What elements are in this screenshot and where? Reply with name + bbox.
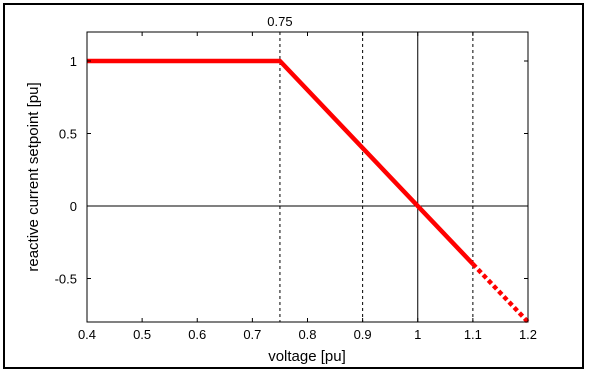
x-tick-label: 0.5 xyxy=(133,327,151,342)
top-annotation: 0.75 xyxy=(267,14,292,29)
figure-frame: 0.4 0.5 0.6 0.7 0.8 0.9 1 1.1 1.2 -0.5 0 0.5 1 0.75 … xyxy=(3,3,584,369)
x-tick-label: 0.8 xyxy=(298,327,316,342)
x-tick-label: 0.7 xyxy=(243,327,261,342)
x-tick-label: 0.4 xyxy=(78,327,96,342)
y-tick-label: 1 xyxy=(70,54,77,69)
x-tick-label: 0.9 xyxy=(354,327,372,342)
y-tick-label: 0.5 xyxy=(59,127,77,142)
reference-lines xyxy=(87,32,528,322)
chart: 0.4 0.5 0.6 0.7 0.8 0.9 1 1.1 1.2-0.500.51 0.75 … xyxy=(25,14,537,365)
plot-area xyxy=(87,32,528,322)
ticks: 0.4 0.5 0.6 0.7 0.8 0.9 1 1.1 1.2 -0.5 0 0.5 1 xyxy=(55,32,537,342)
x-tick-label: 1 xyxy=(414,327,421,342)
y-axis-label: reactive current setpoint [pu] xyxy=(25,82,42,271)
series-line-solid xyxy=(87,58,475,266)
x-tick-label: 1.1 xyxy=(464,327,482,342)
series-group xyxy=(87,58,530,324)
x-axis-label: voltage [pu] xyxy=(268,348,346,365)
x-tick-label: 0.6 xyxy=(188,327,206,342)
y-tick-label: -0.5 xyxy=(55,272,77,287)
x-tick-label: 1.2 xyxy=(519,327,537,342)
y-tick-label: 0 xyxy=(70,199,77,214)
series-line-dotted xyxy=(471,262,530,324)
